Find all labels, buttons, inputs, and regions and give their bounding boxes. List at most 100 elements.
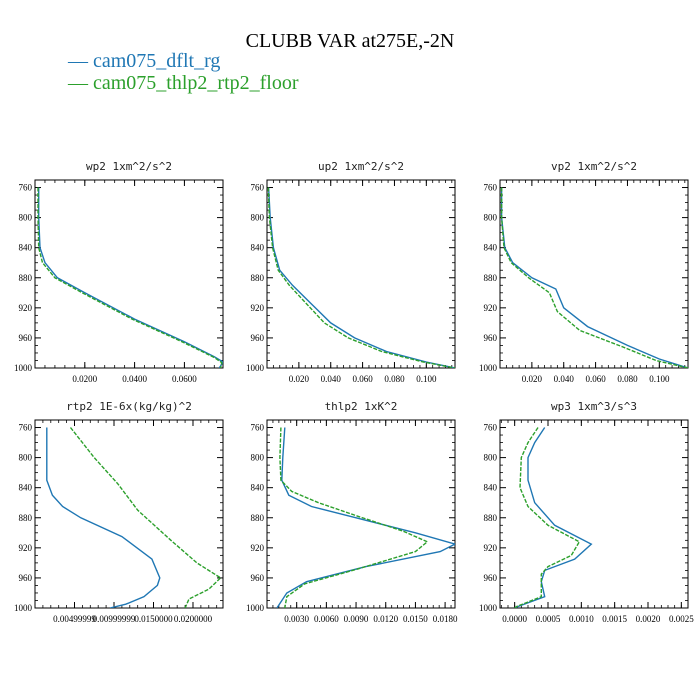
subplot-title: up2 1xm^2/s^2 — [318, 160, 404, 173]
x-tick-label: 0.080 — [617, 374, 638, 384]
series-line-dflt — [267, 187, 455, 368]
legend-label-floor: cam075_thlp2_rtp2_floor — [93, 72, 299, 94]
legend-label-dflt: cam075_dflt_rg — [93, 50, 221, 72]
x-tick-label: 0.00499999 — [53, 614, 96, 624]
series-line-dflt — [514, 427, 593, 608]
x-tick-label: 0.0030 — [284, 614, 309, 624]
x-tick-label: 0.0200 — [72, 374, 97, 384]
x-tick-label: 0.040 — [321, 374, 342, 384]
y-tick-label: 920 — [251, 543, 265, 553]
series-line-dflt — [276, 427, 455, 608]
y-tick-label: 800 — [484, 213, 498, 223]
y-tick-label: 920 — [251, 303, 265, 313]
y-tick-label: 880 — [19, 513, 33, 523]
subplot-title: thlp2 1xK^2 — [325, 400, 398, 413]
y-tick-label: 760 — [19, 423, 33, 433]
y-tick-label: 800 — [19, 453, 33, 463]
y-tick-label: 760 — [19, 183, 33, 193]
axes-frame — [499, 419, 689, 609]
x-tick-label: 0.0005 — [536, 614, 561, 624]
y-tick-label: 960 — [251, 573, 265, 583]
x-tick-label: 0.080 — [384, 374, 405, 384]
x-tick-label: 0.0025 — [669, 614, 694, 624]
y-tick-label: 840 — [19, 243, 33, 253]
subplot-5: thlp2 1xK^2 760 800 840 880 920 960 1000 0.0030 0… — [246, 400, 458, 624]
y-tick-label: 1000 — [14, 603, 33, 613]
y-tick-label: 1000 — [479, 363, 498, 373]
series-line-floor — [69, 427, 222, 608]
subplot-6: wp3 1xm^3/s^3 760 800 840 880 920 960 1000 0.000… — [479, 400, 694, 624]
series-line-dflt — [46, 427, 161, 608]
y-tick-label: 880 — [251, 513, 265, 523]
x-tick-label: 0.00999999 — [93, 614, 136, 624]
y-tick-label: 760 — [251, 183, 265, 193]
series-line-floor — [514, 427, 581, 608]
x-tick-label: 0.0180 — [433, 614, 458, 624]
y-tick-label: 840 — [19, 483, 33, 493]
y-tick-label: 1000 — [479, 603, 498, 613]
y-tick-label: 840 — [251, 483, 265, 493]
axes-frame — [266, 419, 456, 609]
series-line-floor — [37, 187, 223, 368]
page-title: CLUBB VAR at275E,-2N — [245, 30, 455, 52]
x-tick-label: 0.0015 — [602, 614, 627, 624]
y-tick-label: 960 — [251, 333, 265, 343]
x-tick-label: 0.020 — [289, 374, 310, 384]
y-tick-label: 840 — [484, 483, 498, 493]
x-tick-label: 0.0150000 — [134, 614, 173, 624]
y-tick-label: 840 — [251, 243, 265, 253]
series-line-floor — [267, 187, 455, 368]
y-tick-label: 880 — [251, 273, 265, 283]
y-tick-label: 880 — [484, 513, 498, 523]
x-tick-label: 0.0090 — [344, 614, 369, 624]
y-tick-label: 760 — [251, 423, 265, 433]
y-tick-label: 960 — [19, 573, 33, 583]
series-line-floor — [500, 187, 688, 368]
x-tick-label: 0.0060 — [314, 614, 339, 624]
x-tick-label: 0.0120 — [373, 614, 398, 624]
subplot-4: rtp2 1E-6x(kg/kg)^2 760 800 840 880 920 960 100… — [14, 400, 224, 624]
y-tick-label: 920 — [19, 303, 33, 313]
y-tick-label: 760 — [484, 183, 498, 193]
x-tick-label: 0.0600 — [172, 374, 197, 384]
x-tick-label: 0.060 — [585, 374, 606, 384]
subplot-3: vp2 1xm^2/s^2 760 800 840 880 920 960 1000 0.020… — [479, 160, 689, 384]
x-tick-label: 0.020 — [522, 374, 543, 384]
y-tick-label: 880 — [19, 273, 33, 283]
x-tick-label: 0.100 — [649, 374, 670, 384]
x-tick-label: 0.0200000 — [174, 614, 213, 624]
x-tick-label: 0.0400 — [122, 374, 147, 384]
x-tick-label: 0.040 — [554, 374, 575, 384]
series-line-dflt — [38, 187, 223, 368]
x-tick-label: 0.0150 — [403, 614, 428, 624]
axes-frame — [266, 179, 456, 369]
y-tick-label: 800 — [251, 213, 265, 223]
y-tick-label: 800 — [251, 453, 265, 463]
subplot-2: up2 1xm^2/s^2 760 800 840 880 920 960 1000 0.020… — [246, 160, 456, 384]
subplot-title: vp2 1xm^2/s^2 — [551, 160, 637, 173]
subplot-title: rtp2 1E-6x(kg/kg)^2 — [66, 400, 192, 413]
y-tick-label: 960 — [19, 333, 33, 343]
y-tick-label: 800 — [484, 453, 498, 463]
x-tick-label: 0.0010 — [569, 614, 594, 624]
subplot-1: wp2 1xm^2/s^2 760 800 840 880 920 960 1000 0.020… — [14, 160, 224, 384]
y-tick-label: 920 — [484, 543, 498, 553]
subplot-title: wp2 1xm^2/s^2 — [86, 160, 172, 173]
y-tick-label: 1000 — [246, 603, 265, 613]
y-tick-label: 960 — [484, 573, 498, 583]
axes-frame — [34, 419, 224, 609]
subplot-title: wp3 1xm^3/s^3 — [551, 400, 637, 413]
y-tick-label: 960 — [484, 333, 498, 343]
y-tick-label: 1000 — [14, 363, 33, 373]
y-tick-label: 1000 — [246, 363, 265, 373]
y-tick-label: 920 — [484, 303, 498, 313]
x-tick-label: 0.060 — [352, 374, 373, 384]
y-tick-label: 880 — [484, 273, 498, 283]
y-tick-label: 760 — [484, 423, 498, 433]
legend-item-floor: — cam075_thlp2_rtp2_floor — [68, 72, 299, 94]
axes-frame — [34, 179, 224, 369]
series-line-floor — [279, 427, 429, 608]
x-tick-label: 0.100 — [416, 374, 437, 384]
y-tick-label: 840 — [484, 243, 498, 253]
